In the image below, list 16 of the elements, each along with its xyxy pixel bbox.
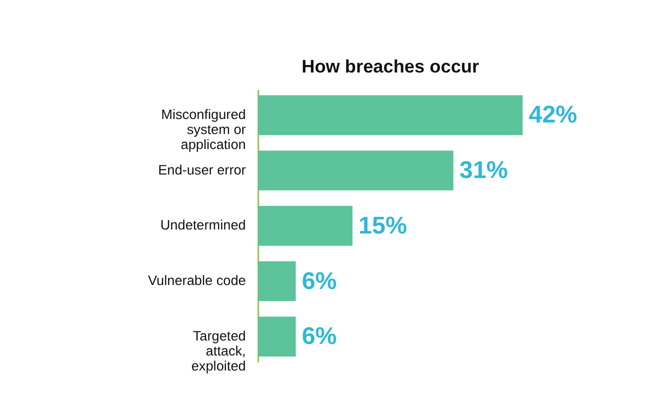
y-tick-label: Undetermined <box>160 218 246 233</box>
data-label: 6% <box>302 268 337 295</box>
data-label: 42% <box>528 102 578 129</box>
bar <box>258 261 296 302</box>
data-label: 15% <box>358 212 407 240</box>
y-tick-label: Vulnerable code <box>148 272 246 288</box>
bar <box>258 150 454 190</box>
data-label: 31% <box>459 157 508 184</box>
y-tick-label: Targeted attack, exploited <box>191 328 246 374</box>
y-tick-label: End-user error <box>158 162 246 178</box>
chart-title: How breaches occur <box>302 56 480 76</box>
bar <box>258 206 352 246</box>
bar <box>258 95 523 136</box>
data-label: 6% <box>302 323 337 350</box>
y-tick-label: Misconfigured system or application <box>161 106 246 152</box>
bar <box>258 316 296 356</box>
